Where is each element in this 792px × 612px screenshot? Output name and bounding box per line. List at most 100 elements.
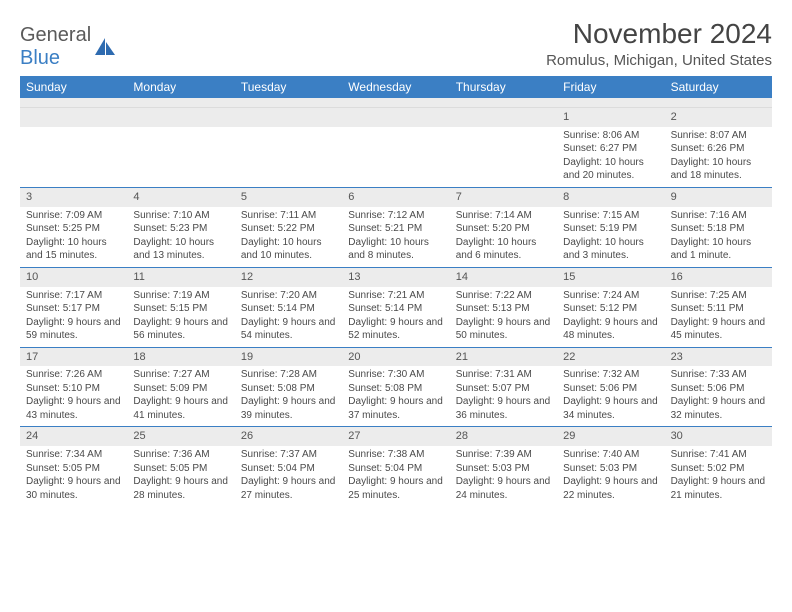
logo-sail-icon — [94, 38, 116, 56]
cell-body: Sunrise: 7:14 AMSunset: 5:20 PMDaylight:… — [450, 207, 557, 267]
sunrise-text: Sunrise: 7:11 AM — [241, 209, 336, 223]
cell-body: Sunrise: 7:30 AMSunset: 5:08 PMDaylight:… — [342, 366, 449, 426]
sunrise-text: Sunrise: 7:28 AM — [241, 368, 336, 382]
calendar-cell: 30Sunrise: 7:41 AMSunset: 5:02 PMDayligh… — [665, 427, 772, 506]
sunrise-text: Sunrise: 7:38 AM — [348, 448, 443, 462]
daylight-text: Daylight: 9 hours and 39 minutes. — [241, 395, 336, 422]
sunset-text: Sunset: 5:11 PM — [671, 302, 766, 316]
daylight-text: Daylight: 10 hours and 1 minute. — [671, 236, 766, 263]
sunset-text: Sunset: 5:19 PM — [563, 222, 658, 236]
calendar-cell — [20, 108, 127, 187]
cell-body: Sunrise: 7:28 AMSunset: 5:08 PMDaylight:… — [235, 366, 342, 426]
day-number: 13 — [342, 268, 449, 287]
day-number: 9 — [665, 188, 772, 207]
day-number: 5 — [235, 188, 342, 207]
day-number: 10 — [20, 268, 127, 287]
daylight-text: Daylight: 10 hours and 8 minutes. — [348, 236, 443, 263]
sunset-text: Sunset: 5:05 PM — [133, 462, 228, 476]
sunset-text: Sunset: 6:26 PM — [671, 142, 766, 156]
cell-body: Sunrise: 7:16 AMSunset: 5:18 PMDaylight:… — [665, 207, 772, 267]
calendar-cell: 14Sunrise: 7:22 AMSunset: 5:13 PMDayligh… — [450, 268, 557, 347]
cell-body: Sunrise: 7:11 AMSunset: 5:22 PMDaylight:… — [235, 207, 342, 267]
sunset-text: Sunset: 5:17 PM — [26, 302, 121, 316]
day-number: 17 — [20, 348, 127, 367]
sunset-text: Sunset: 5:23 PM — [133, 222, 228, 236]
cell-body: Sunrise: 7:32 AMSunset: 5:06 PMDaylight:… — [557, 366, 664, 426]
calendar-cell: 17Sunrise: 7:26 AMSunset: 5:10 PMDayligh… — [20, 348, 127, 427]
day-number: 20 — [342, 348, 449, 367]
cell-body: Sunrise: 7:10 AMSunset: 5:23 PMDaylight:… — [127, 207, 234, 267]
calendar-cell: 25Sunrise: 7:36 AMSunset: 5:05 PMDayligh… — [127, 427, 234, 506]
sunrise-text: Sunrise: 7:25 AM — [671, 289, 766, 303]
daylight-text: Daylight: 9 hours and 37 minutes. — [348, 395, 443, 422]
day-header: Tuesday — [235, 76, 342, 98]
sunset-text: Sunset: 5:06 PM — [671, 382, 766, 396]
day-number-empty — [450, 108, 557, 127]
day-number-empty — [20, 108, 127, 127]
sunrise-text: Sunrise: 7:10 AM — [133, 209, 228, 223]
sunset-text: Sunset: 5:18 PM — [671, 222, 766, 236]
sunset-text: Sunset: 5:22 PM — [241, 222, 336, 236]
day-header: Monday — [127, 76, 234, 98]
cell-body: Sunrise: 7:22 AMSunset: 5:13 PMDaylight:… — [450, 287, 557, 347]
day-number: 6 — [342, 188, 449, 207]
sunrise-text: Sunrise: 7:16 AM — [671, 209, 766, 223]
day-number: 30 — [665, 427, 772, 446]
cell-body: Sunrise: 7:12 AMSunset: 5:21 PMDaylight:… — [342, 207, 449, 267]
day-number: 8 — [557, 188, 664, 207]
daylight-text: Daylight: 9 hours and 24 minutes. — [456, 475, 551, 502]
sunset-text: Sunset: 5:12 PM — [563, 302, 658, 316]
sunset-text: Sunset: 5:25 PM — [26, 222, 121, 236]
logo-text-general: General — [20, 24, 91, 46]
calendar-cell: 28Sunrise: 7:39 AMSunset: 5:03 PMDayligh… — [450, 427, 557, 506]
calendar-cell: 5Sunrise: 7:11 AMSunset: 5:22 PMDaylight… — [235, 188, 342, 267]
sunrise-text: Sunrise: 7:15 AM — [563, 209, 658, 223]
day-number: 29 — [557, 427, 664, 446]
daylight-text: Daylight: 10 hours and 6 minutes. — [456, 236, 551, 263]
sunrise-text: Sunrise: 7:27 AM — [133, 368, 228, 382]
calendar-cell: 27Sunrise: 7:38 AMSunset: 5:04 PMDayligh… — [342, 427, 449, 506]
sunrise-text: Sunrise: 7:09 AM — [26, 209, 121, 223]
sunrise-text: Sunrise: 7:17 AM — [26, 289, 121, 303]
day-number: 22 — [557, 348, 664, 367]
day-header: Sunday — [20, 76, 127, 98]
daylight-text: Daylight: 9 hours and 27 minutes. — [241, 475, 336, 502]
week-row: 24Sunrise: 7:34 AMSunset: 5:05 PMDayligh… — [20, 426, 772, 506]
day-number-empty — [342, 108, 449, 127]
calendar-cell: 12Sunrise: 7:20 AMSunset: 5:14 PMDayligh… — [235, 268, 342, 347]
cell-body: Sunrise: 7:31 AMSunset: 5:07 PMDaylight:… — [450, 366, 557, 426]
daylight-text: Daylight: 9 hours and 43 minutes. — [26, 395, 121, 422]
daylight-text: Daylight: 10 hours and 10 minutes. — [241, 236, 336, 263]
cell-body: Sunrise: 7:26 AMSunset: 5:10 PMDaylight:… — [20, 366, 127, 426]
day-header: Friday — [557, 76, 664, 98]
day-number: 12 — [235, 268, 342, 287]
calendar-cell — [235, 108, 342, 187]
calendar-cell: 29Sunrise: 7:40 AMSunset: 5:03 PMDayligh… — [557, 427, 664, 506]
sunrise-text: Sunrise: 7:24 AM — [563, 289, 658, 303]
cell-body: Sunrise: 7:21 AMSunset: 5:14 PMDaylight:… — [342, 287, 449, 347]
calendar-cell: 4Sunrise: 7:10 AMSunset: 5:23 PMDaylight… — [127, 188, 234, 267]
calendar-cell: 8Sunrise: 7:15 AMSunset: 5:19 PMDaylight… — [557, 188, 664, 267]
cell-body: Sunrise: 7:15 AMSunset: 5:19 PMDaylight:… — [557, 207, 664, 267]
sunset-text: Sunset: 5:04 PM — [241, 462, 336, 476]
calendar-cell: 26Sunrise: 7:37 AMSunset: 5:04 PMDayligh… — [235, 427, 342, 506]
logo: General Blue — [20, 24, 116, 70]
sunset-text: Sunset: 5:06 PM — [563, 382, 658, 396]
calendar-cell: 18Sunrise: 7:27 AMSunset: 5:09 PMDayligh… — [127, 348, 234, 427]
cell-body: Sunrise: 7:09 AMSunset: 5:25 PMDaylight:… — [20, 207, 127, 267]
calendar-cell: 16Sunrise: 7:25 AMSunset: 5:11 PMDayligh… — [665, 268, 772, 347]
calendar-cell: 20Sunrise: 7:30 AMSunset: 5:08 PMDayligh… — [342, 348, 449, 427]
sunset-text: Sunset: 5:13 PM — [456, 302, 551, 316]
logo-text-blue: Blue — [20, 47, 60, 69]
cell-body: Sunrise: 7:38 AMSunset: 5:04 PMDaylight:… — [342, 446, 449, 506]
day-header: Thursday — [450, 76, 557, 98]
sunrise-text: Sunrise: 7:37 AM — [241, 448, 336, 462]
sunrise-text: Sunrise: 7:40 AM — [563, 448, 658, 462]
cell-body: Sunrise: 7:20 AMSunset: 5:14 PMDaylight:… — [235, 287, 342, 347]
daylight-text: Daylight: 9 hours and 34 minutes. — [563, 395, 658, 422]
sunrise-text: Sunrise: 7:14 AM — [456, 209, 551, 223]
calendar-cell: 22Sunrise: 7:32 AMSunset: 5:06 PMDayligh… — [557, 348, 664, 427]
daylight-text: Daylight: 9 hours and 50 minutes. — [456, 316, 551, 343]
cell-body: Sunrise: 7:37 AMSunset: 5:04 PMDaylight:… — [235, 446, 342, 506]
cell-body: Sunrise: 7:19 AMSunset: 5:15 PMDaylight:… — [127, 287, 234, 347]
